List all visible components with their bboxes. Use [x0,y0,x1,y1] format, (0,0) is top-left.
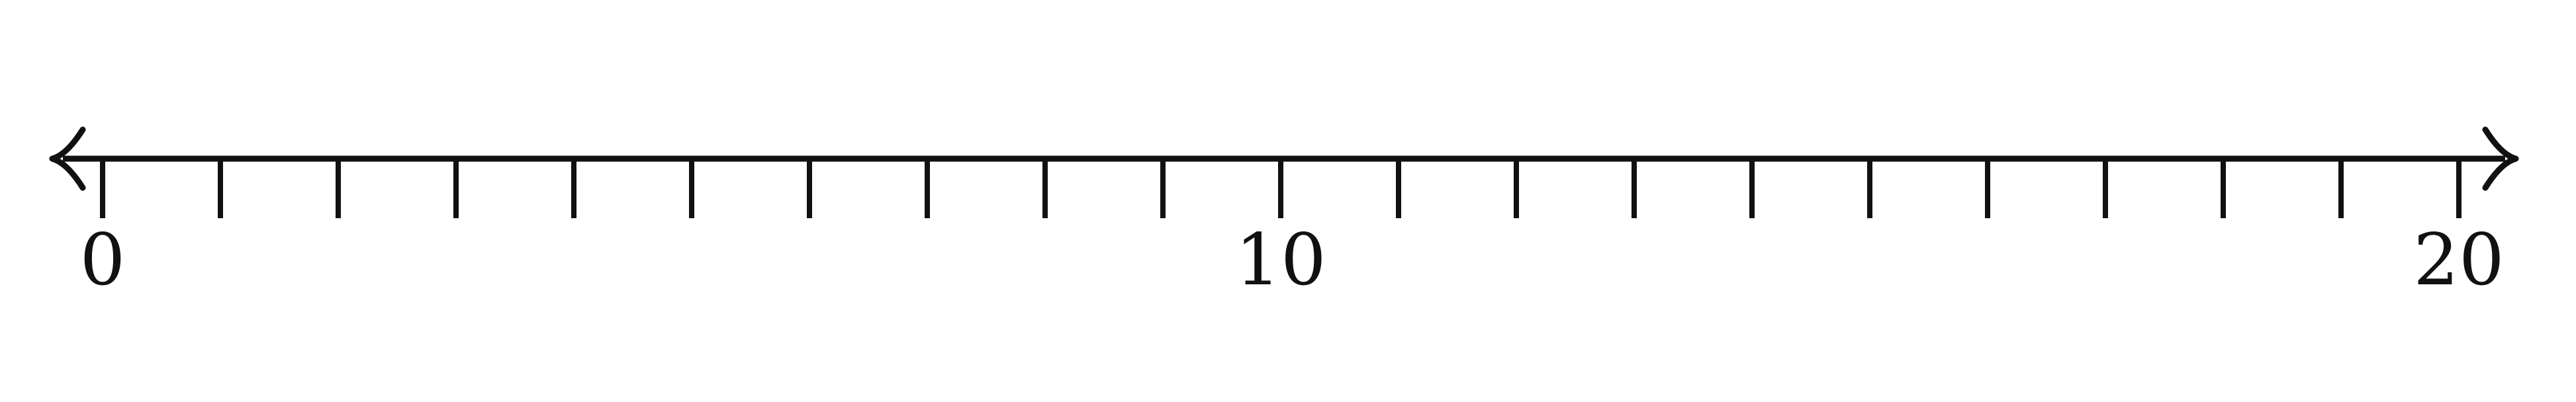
tick-label-10: 10 [1235,219,1326,302]
left-arrow-icon [49,126,86,191]
tick-label-0: 0 [80,219,126,302]
number-line-labels: 0 10 20 [80,219,2505,302]
number-line-axis-group [49,126,2519,191]
right-arrow-icon [2482,126,2519,191]
tick-label-20: 20 [2413,219,2504,302]
number-line-ticks [100,159,2461,218]
